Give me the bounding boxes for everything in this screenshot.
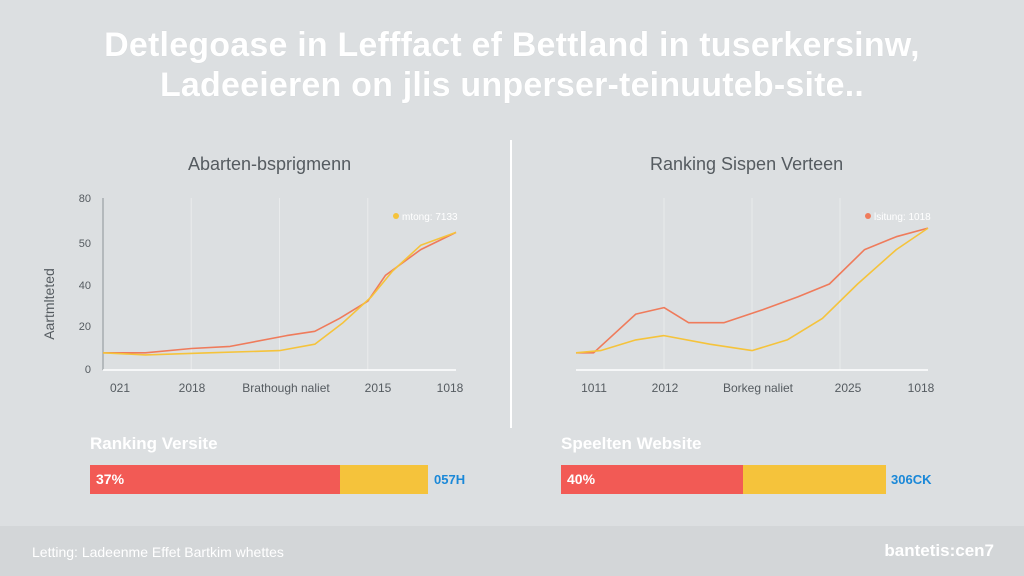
x-tick-label: 1018 bbox=[908, 381, 935, 395]
bar-percent: 40% bbox=[567, 471, 596, 487]
footer-brand: bantetis:cen7 bbox=[884, 541, 994, 560]
legend-marker bbox=[393, 213, 399, 219]
bar-fill-red: 37% bbox=[90, 465, 341, 494]
left-line-chart: 0 20 40 50 80 021 2018 2015 1018 Brathough naliet… bbox=[41, 193, 464, 395]
x-tick-label: 2025 bbox=[835, 381, 862, 395]
right-chart-title: Ranking Sispen Verteen bbox=[650, 154, 844, 174]
bar-end-value: 306CK bbox=[891, 472, 932, 487]
series-line-yellow bbox=[575, 227, 929, 354]
right-line-chart: 1011 2012 2025 1018 Borkeg naliet lsitung: 10… bbox=[575, 198, 935, 395]
series-line-red bbox=[576, 227, 929, 354]
footer-caption: Letting: Ladeenme Effet Bartkim whettes bbox=[32, 544, 284, 560]
bar-label-ranking: Ranking Versite bbox=[90, 434, 218, 453]
bar-end-value: 057H bbox=[434, 472, 466, 487]
x-tick-label: 2018 bbox=[179, 381, 206, 395]
panel-divider bbox=[510, 140, 512, 428]
bar-label-speelten: Speelten Website bbox=[561, 434, 702, 453]
ranking-progress-bar: 37% bbox=[90, 465, 428, 494]
y-tick-label: 50 bbox=[79, 238, 91, 250]
legend-label: lsitung: 1018 bbox=[874, 212, 931, 223]
bar-fill-red: 40% bbox=[561, 465, 743, 494]
legend-label: mtong: 7133 bbox=[402, 212, 458, 223]
series-line-yellow bbox=[102, 231, 457, 356]
bar-fill-yellow bbox=[340, 465, 428, 494]
left-chart-title: Abarten-bsprigmenn bbox=[188, 154, 352, 174]
x-axis-label: Brathough naliet bbox=[242, 381, 330, 395]
footer-strip: Letting: Ladeenme Effet Bartkim whettes … bbox=[0, 526, 1024, 576]
x-tick-label: 1018 bbox=[437, 381, 464, 395]
x-tick-label: 1011 bbox=[581, 381, 607, 395]
headline-line-2: Ladeeieren on jlis unperser-teinuuteb-si… bbox=[159, 66, 865, 104]
y-tick-label: 80 bbox=[79, 193, 91, 205]
y-axis-label: Aartmlteted bbox=[41, 268, 57, 340]
bar-percent: 37% bbox=[96, 471, 125, 487]
speelten-progress-bar: 40% bbox=[561, 465, 886, 494]
x-axis-label: Borkeg naliet bbox=[723, 381, 794, 395]
x-tick-label: 021 bbox=[110, 381, 130, 395]
y-tick-label: 20 bbox=[79, 321, 91, 333]
bar-fill-yellow bbox=[743, 465, 886, 494]
legend-marker bbox=[865, 213, 871, 219]
x-tick-label: 2015 bbox=[365, 381, 392, 395]
headline-line-1: Detlegoase in Lefffact ef Bettland in tu… bbox=[104, 26, 920, 64]
y-tick-label: 0 bbox=[85, 364, 91, 376]
y-tick-label: 40 bbox=[79, 280, 91, 292]
x-tick-label: 2012 bbox=[652, 381, 679, 395]
